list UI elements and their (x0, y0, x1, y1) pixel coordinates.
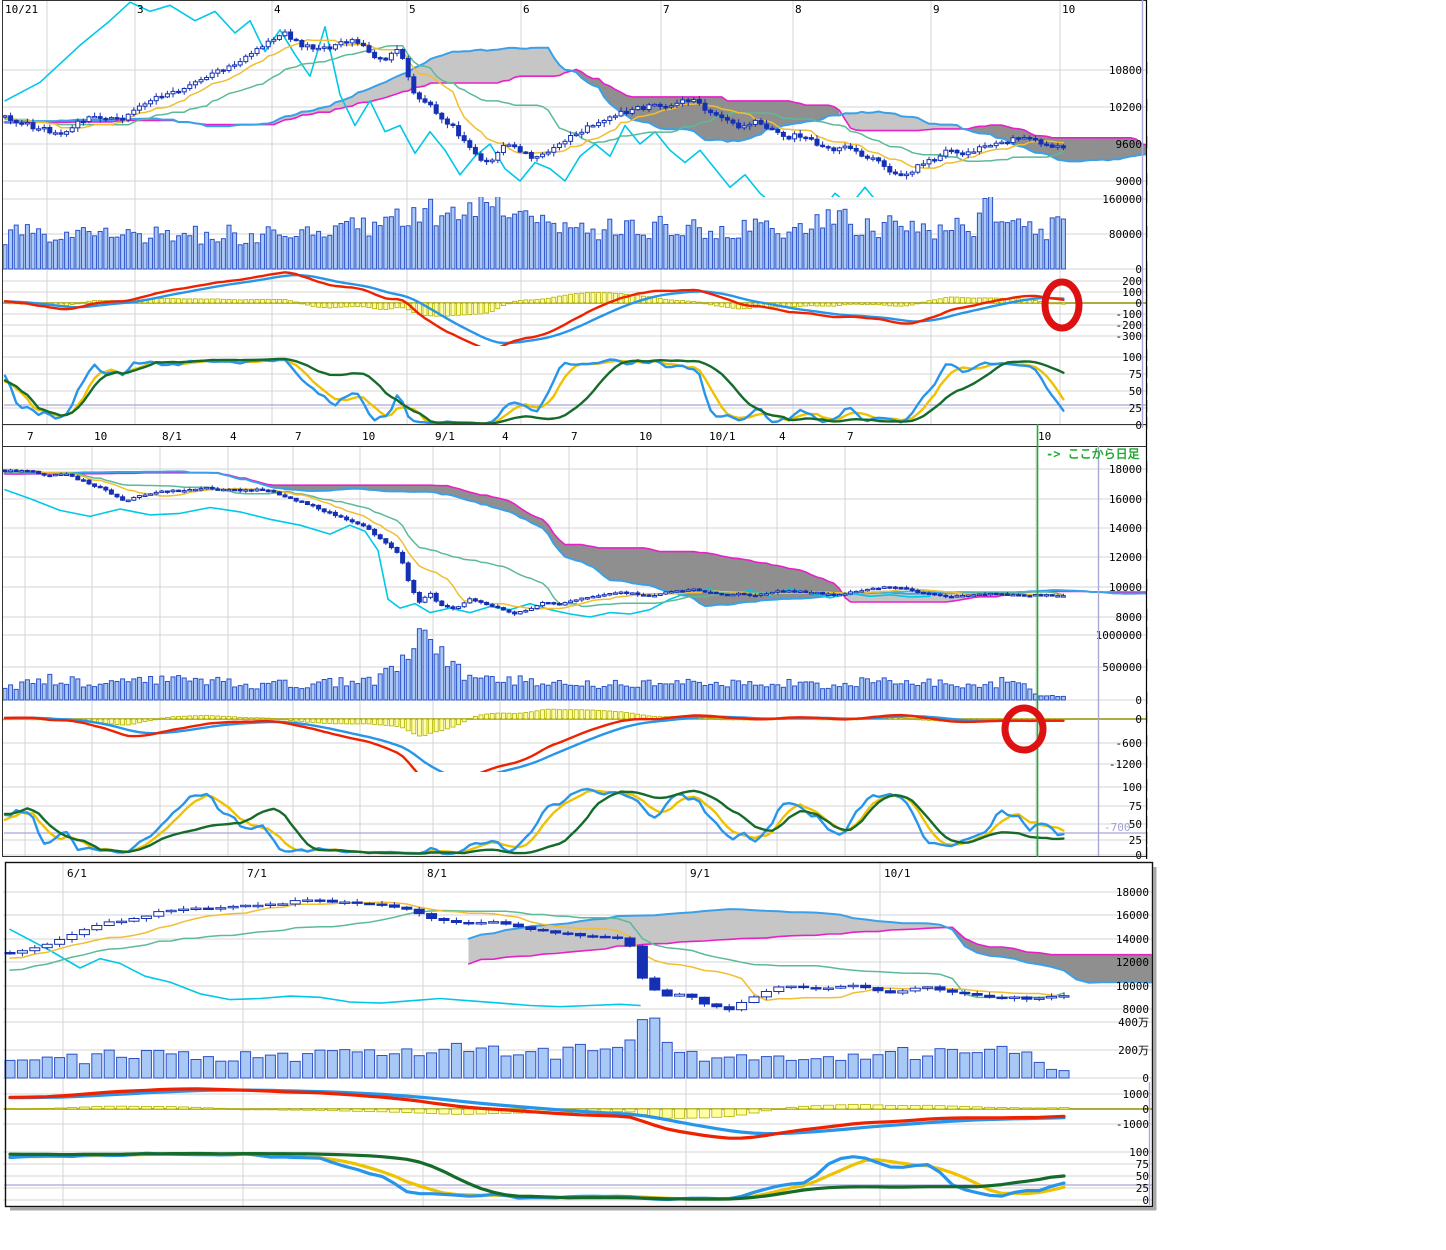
candlestick-chart-middle: 1800016000140001200010000800010000005000… (3, 430, 1148, 862)
svg-text:100: 100 (1122, 351, 1142, 364)
svg-text:75: 75 (1129, 800, 1142, 813)
svg-text:10/1: 10/1 (884, 867, 911, 880)
svg-text:3: 3 (137, 3, 144, 16)
svg-text:0: 0 (1142, 1072, 1149, 1085)
svg-text:75: 75 (1136, 1158, 1149, 1171)
svg-text:18000: 18000 (1116, 886, 1149, 899)
svg-text:0: 0 (1142, 1194, 1149, 1207)
svg-text:7/1: 7/1 (247, 867, 267, 880)
svg-text:5: 5 (409, 3, 416, 16)
svg-text:7: 7 (663, 3, 670, 16)
svg-text:18000: 18000 (1109, 463, 1142, 476)
svg-text:-100: -100 (1116, 308, 1143, 321)
svg-text:8/1: 8/1 (427, 867, 447, 880)
candlestick-chart-top: 1080010200960090001600008000002001000-10… (3, 0, 1148, 432)
svg-text:200万: 200万 (1118, 1044, 1149, 1057)
svg-text:9000: 9000 (1116, 175, 1143, 188)
svg-text:500000: 500000 (1102, 661, 1142, 674)
svg-text:6/1: 6/1 (67, 867, 87, 880)
svg-text:400万: 400万 (1118, 1016, 1149, 1029)
svg-text:4: 4 (274, 3, 281, 16)
svg-text:80000: 80000 (1109, 228, 1142, 241)
svg-text:10: 10 (1038, 430, 1051, 443)
svg-text:4: 4 (779, 430, 786, 443)
level-700-label: -700 (1104, 821, 1131, 834)
svg-text:9: 9 (933, 3, 940, 16)
svg-text:0: 0 (1135, 297, 1142, 310)
svg-text:10/21: 10/21 (5, 3, 38, 16)
svg-text:16000: 16000 (1116, 909, 1149, 922)
svg-text:9/1: 9/1 (435, 430, 455, 443)
daily-bars-note: -> ここから日足 (1046, 447, 1140, 461)
svg-text:0: 0 (1135, 419, 1142, 432)
svg-text:25: 25 (1129, 402, 1142, 415)
svg-text:8000: 8000 (1123, 1003, 1150, 1016)
svg-text:-300: -300 (1116, 330, 1143, 343)
svg-text:50: 50 (1129, 385, 1142, 398)
svg-text:75: 75 (1129, 368, 1142, 381)
svg-text:10200: 10200 (1109, 101, 1142, 114)
annotations-layer (1001, 0, 1151, 1205)
svg-text:25: 25 (1129, 834, 1142, 847)
svg-text:0: 0 (1135, 263, 1142, 276)
svg-text:7: 7 (571, 430, 578, 443)
svg-text:0: 0 (1135, 694, 1142, 707)
svg-text:4: 4 (230, 430, 237, 443)
svg-text:100: 100 (1129, 1146, 1149, 1159)
svg-text:10800: 10800 (1109, 64, 1142, 77)
svg-text:100: 100 (1122, 286, 1142, 299)
svg-text:-200: -200 (1116, 319, 1143, 332)
svg-text:50: 50 (1129, 818, 1142, 831)
svg-text:4: 4 (502, 430, 509, 443)
svg-text:0: 0 (1142, 1103, 1149, 1116)
svg-text:14000: 14000 (1109, 522, 1142, 535)
svg-text:10/1: 10/1 (709, 430, 736, 443)
svg-text:9600: 9600 (1116, 138, 1143, 151)
svg-text:1000000: 1000000 (1096, 629, 1142, 642)
svg-text:0: 0 (1135, 713, 1142, 726)
svg-text:-600: -600 (1116, 737, 1143, 750)
svg-text:16000: 16000 (1109, 493, 1142, 506)
svg-text:160000: 160000 (1102, 193, 1142, 206)
svg-text:6: 6 (523, 3, 530, 16)
svg-text:12000: 12000 (1109, 551, 1142, 564)
svg-text:10: 10 (362, 430, 375, 443)
svg-text:9/1: 9/1 (690, 867, 710, 880)
svg-text:-1000: -1000 (1116, 1118, 1149, 1131)
svg-text:8000: 8000 (1116, 611, 1143, 624)
svg-text:7: 7 (847, 430, 854, 443)
svg-text:8/1: 8/1 (162, 430, 182, 443)
svg-text:25: 25 (1136, 1182, 1149, 1195)
svg-text:10: 10 (1062, 3, 1075, 16)
svg-text:10000: 10000 (1116, 980, 1149, 993)
svg-text:7: 7 (27, 430, 34, 443)
candlestick-chart-bottom: 18000160001400012000100008000400万200万010… (3, 863, 1152, 1207)
svg-text:10: 10 (639, 430, 652, 443)
svg-text:7: 7 (295, 430, 302, 443)
svg-text:100: 100 (1122, 781, 1142, 794)
svg-text:14000: 14000 (1116, 933, 1149, 946)
svg-text:200: 200 (1122, 275, 1142, 288)
svg-text:-1200: -1200 (1109, 758, 1142, 771)
svg-text:10000: 10000 (1109, 581, 1142, 594)
svg-text:12000: 12000 (1116, 956, 1149, 969)
svg-text:50: 50 (1136, 1170, 1149, 1183)
svg-text:10: 10 (94, 430, 107, 443)
svg-text:8: 8 (795, 3, 802, 16)
svg-text:0: 0 (1135, 849, 1142, 862)
svg-text:1000: 1000 (1123, 1088, 1150, 1101)
chart-frames (2, 0, 1157, 1211)
